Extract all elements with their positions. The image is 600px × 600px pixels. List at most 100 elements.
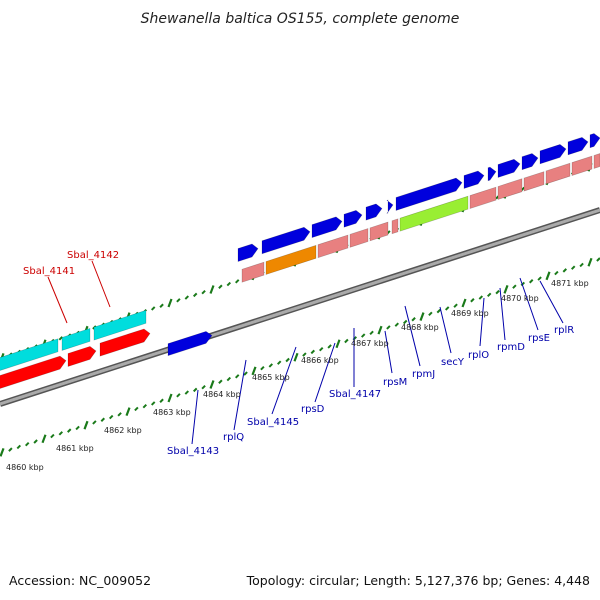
map-title: Shewanella baltica OS155, complete genom… bbox=[141, 11, 460, 27]
genome-backbone bbox=[0, 207, 600, 407]
label-connector bbox=[479, 297, 485, 347]
label-connector bbox=[271, 346, 297, 415]
inner-tick bbox=[579, 262, 584, 268]
label-connector bbox=[439, 306, 452, 354]
inner-tick bbox=[167, 393, 173, 403]
inner-tick bbox=[260, 365, 265, 371]
cds-forward-feature bbox=[93, 309, 147, 341]
kbp-label: 4866 kbp bbox=[301, 356, 339, 365]
gene-forward-feature bbox=[311, 216, 343, 239]
gene-label: rpmJ bbox=[412, 369, 435, 380]
inner-tick bbox=[520, 281, 526, 287]
label-connector bbox=[519, 277, 539, 331]
label-connector bbox=[47, 276, 68, 324]
inner-tick bbox=[108, 414, 114, 420]
inner-tick bbox=[302, 352, 307, 357]
outer-tick bbox=[150, 306, 156, 311]
gene-forward-feature bbox=[589, 133, 600, 149]
gene-label: rplO bbox=[468, 350, 489, 361]
label-connector bbox=[314, 342, 336, 403]
kbp-label: 4862 kbp bbox=[104, 426, 142, 435]
genome-summary: Topology: circular; Length: 5,127,376 bp… bbox=[246, 573, 590, 588]
inner-tick bbox=[386, 325, 391, 330]
inner-tick bbox=[243, 371, 248, 376]
kbp-label: 4871 kbp bbox=[551, 279, 589, 288]
inner-tick bbox=[58, 431, 64, 436]
rna-feature bbox=[593, 153, 600, 169]
outer-tick bbox=[192, 292, 198, 298]
rna-feature bbox=[349, 228, 369, 248]
inner-tick bbox=[0, 447, 5, 457]
inner-tick bbox=[419, 312, 425, 321]
rna-feature bbox=[317, 234, 349, 259]
outer-tick bbox=[226, 281, 232, 287]
rna-feature bbox=[369, 221, 389, 242]
inner-tick bbox=[92, 420, 97, 425]
inner-tick bbox=[159, 398, 164, 403]
gene-label: secY bbox=[441, 357, 465, 368]
inner-tick bbox=[218, 379, 223, 384]
kbp-label: 4870 kbp bbox=[501, 294, 539, 303]
inner-tick bbox=[545, 271, 551, 281]
inner-tick bbox=[125, 407, 131, 416]
gene-label: Sbal_4141 bbox=[23, 266, 75, 277]
inner-tick bbox=[100, 417, 106, 422]
outer-tick bbox=[58, 336, 64, 341]
outer-tick bbox=[201, 289, 206, 295]
inner-tick bbox=[596, 257, 600, 262]
gene-forward-feature bbox=[539, 144, 567, 165]
kbp-label: 4868 kbp bbox=[401, 323, 439, 332]
kbp-label: 4861 kbp bbox=[56, 444, 94, 453]
kbp-label: 4860 kbp bbox=[6, 463, 44, 472]
gene-forward-feature bbox=[463, 170, 485, 189]
cds-forward-feature bbox=[0, 338, 59, 371]
gene-label: Sbal_4143 bbox=[167, 446, 219, 457]
inner-tick bbox=[436, 308, 442, 314]
gene-reverse-feature bbox=[0, 355, 67, 389]
rna-feature bbox=[241, 261, 265, 283]
cds-forward-feature bbox=[61, 327, 91, 351]
outer-tick bbox=[184, 295, 190, 300]
gene-forward-feature bbox=[261, 226, 311, 255]
orange-feature bbox=[265, 244, 317, 275]
inner-tick bbox=[234, 374, 240, 379]
inner-tick bbox=[470, 298, 475, 303]
outer-tick bbox=[167, 298, 173, 308]
kbp-scale-labels: 4860 kbp 4861 kbp 4862 kbp 4863 kbp 4864 kbp… bbox=[6, 279, 589, 472]
gene-label: Sbal_4147 bbox=[329, 389, 381, 400]
inner-tick bbox=[33, 439, 38, 444]
inner-tick bbox=[453, 303, 458, 308]
inner-tick bbox=[512, 284, 517, 289]
inner-tick bbox=[478, 295, 484, 300]
gene-forward-feature bbox=[521, 153, 539, 171]
rna-feature bbox=[571, 155, 593, 176]
gene-forward-feature bbox=[343, 210, 363, 228]
inner-tick bbox=[268, 363, 274, 368]
gene-label: rpsM bbox=[383, 377, 407, 388]
label-connector bbox=[499, 287, 506, 341]
gene-label: rpsE bbox=[528, 333, 550, 344]
gene-forward-feature bbox=[365, 203, 383, 221]
inner-tick bbox=[142, 403, 148, 409]
inner-tick bbox=[528, 279, 534, 284]
inner-tick bbox=[75, 425, 80, 431]
inner-tick bbox=[41, 434, 47, 444]
gene-forward-feature bbox=[497, 158, 521, 178]
label-connector bbox=[233, 359, 247, 431]
outer-tick bbox=[176, 298, 181, 303]
gene-label: rpmD bbox=[497, 342, 525, 353]
inner-tick-track bbox=[0, 257, 600, 457]
inner-tick bbox=[486, 292, 492, 298]
label-connector bbox=[404, 305, 421, 367]
rna-feature bbox=[523, 171, 545, 192]
accession-text: Accession: NC_009052 bbox=[9, 573, 152, 588]
rna-feature bbox=[469, 186, 497, 209]
gene-reverse-feature bbox=[99, 328, 151, 357]
gene-forward-feature bbox=[167, 331, 213, 357]
label-connector bbox=[191, 389, 199, 445]
inner-tick bbox=[327, 344, 332, 349]
inner-tick bbox=[251, 366, 257, 376]
gene-forward-feature bbox=[395, 177, 463, 211]
gene-label: rplQ bbox=[223, 432, 244, 443]
inner-tick bbox=[554, 270, 559, 276]
